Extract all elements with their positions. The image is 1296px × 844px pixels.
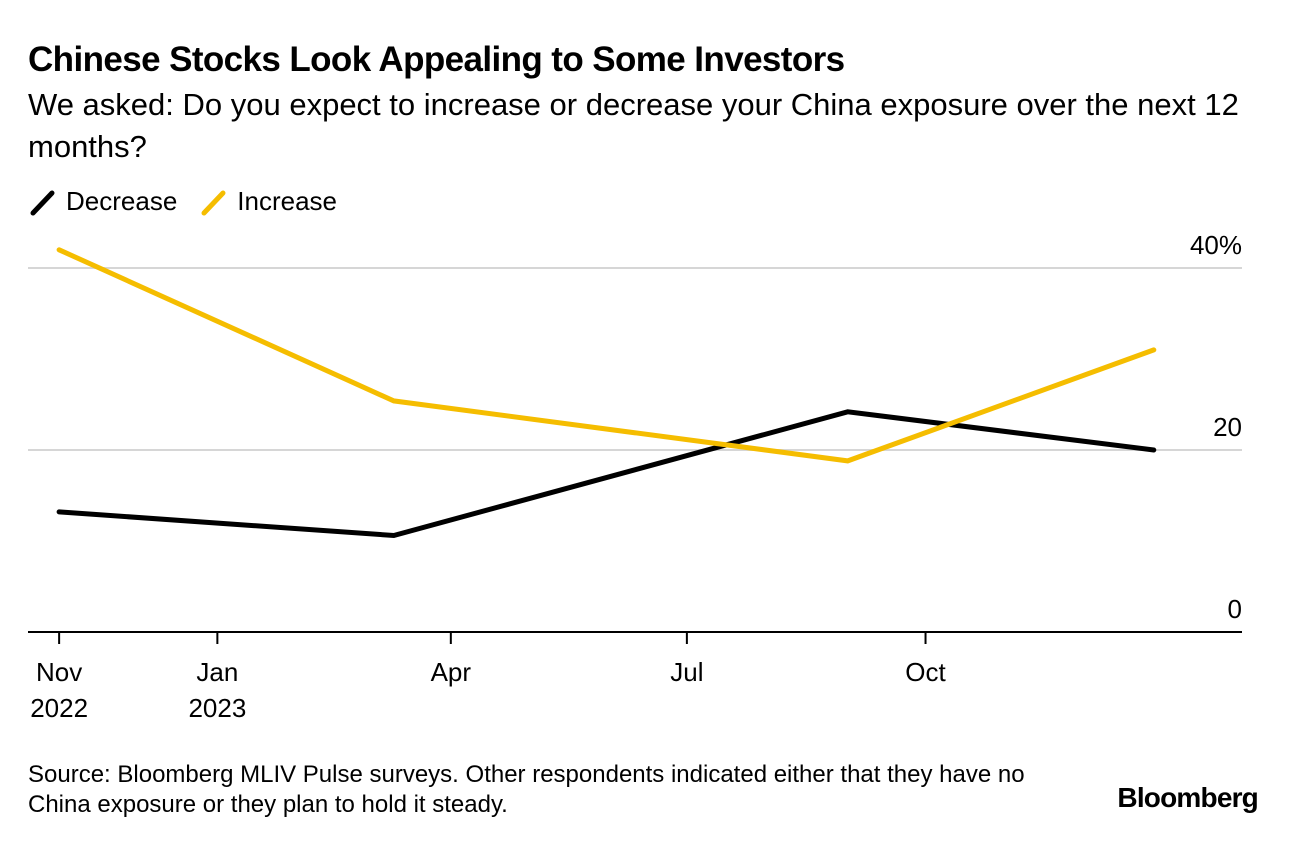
bloomberg-logo: Bloomberg: [1117, 782, 1258, 813]
series-line-decrease: [56, 409, 1157, 539]
y-tick-label-40: 40%: [1190, 230, 1242, 260]
y-tick-label-20: 20: [1213, 412, 1242, 442]
chart-subtitle: We asked: Do you expect to increase or d…: [28, 87, 1239, 164]
x-tick-year-2022: 2022: [30, 693, 88, 723]
legend-swatch-decrease-icon: [30, 190, 55, 215]
legend-label-increase: Increase: [237, 186, 338, 216]
x-tick-label-oct: Oct: [905, 657, 946, 687]
source-note: Source: Bloomberg MLIV Pulse surveys. Ot…: [28, 761, 1025, 818]
legend-label-decrease: Decrease: [66, 186, 178, 216]
legend-swatch-increase-icon: [201, 190, 226, 215]
x-tick-label-nov: Nov: [36, 657, 82, 687]
x-tick-year-2023: 2023: [188, 693, 246, 723]
x-tick-label-jan: Jan: [196, 657, 238, 687]
chart-title: Chinese Stocks Look Appealing to Some In…: [28, 40, 845, 79]
chart-legend: Decrease Increase: [28, 186, 359, 217]
x-tick-label-apr: Apr: [431, 657, 472, 687]
legend-item-decrease: Decrease: [28, 186, 177, 217]
series-line-increase: [56, 247, 1157, 464]
x-tick-label-jul: Jul: [670, 657, 703, 687]
y-tick-label-0: 0: [1228, 594, 1242, 624]
legend-item-increase: Increase: [199, 186, 337, 217]
